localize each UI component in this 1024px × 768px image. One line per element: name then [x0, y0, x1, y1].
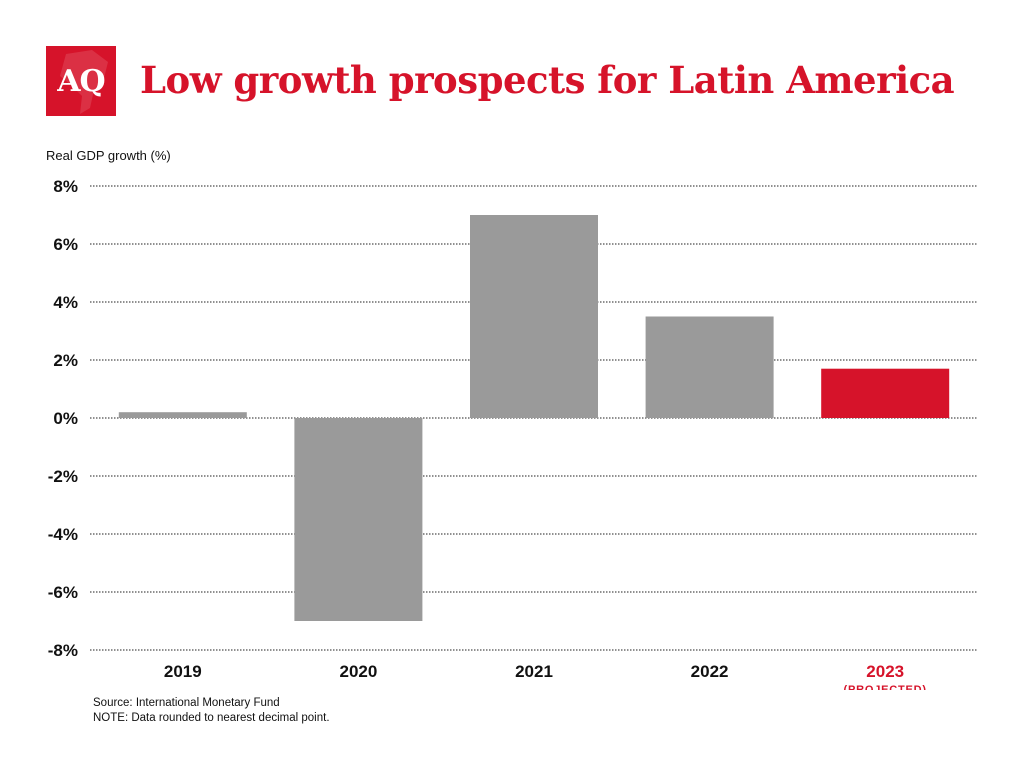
bar-2023 — [821, 368, 950, 418]
bar-2021 — [470, 215, 598, 418]
source-note: Source: International Monetary Fund — [93, 697, 280, 709]
projected-note: (PROJECTED) — [844, 684, 927, 690]
x-tick-label: 2020 — [339, 662, 377, 681]
x-tick-label: 2023 — [866, 662, 904, 681]
y-tick-label: 6% — [53, 235, 78, 254]
y-axis-label: Real GDP growth (%) — [46, 148, 171, 163]
y-tick-label: -2% — [48, 467, 78, 486]
aq-logo: AQ — [46, 46, 116, 116]
chart-title: Low growth prospects for Latin America — [140, 58, 955, 102]
y-tick-label: -6% — [48, 583, 78, 602]
rounding-note: NOTE: Data rounded to nearest decimal po… — [93, 712, 330, 724]
x-tick-label: 2021 — [515, 662, 553, 681]
y-tick-label: 4% — [53, 293, 78, 312]
y-tick-label: 8% — [53, 177, 78, 196]
bar-2022 — [645, 316, 774, 418]
y-tick-label: -4% — [48, 525, 78, 544]
y-tick-label: -8% — [48, 641, 78, 660]
y-tick-label: 2% — [53, 351, 78, 370]
logo-text: AQ — [57, 63, 105, 99]
x-tick-label: 2022 — [691, 662, 729, 681]
bar-2020 — [294, 418, 423, 621]
footer: Source: International Monetary Fund NOTE… — [93, 696, 330, 726]
bar-2019 — [118, 412, 247, 418]
map-watermark-icon — [60, 50, 108, 114]
x-tick-label: 2019 — [164, 662, 202, 681]
bar-chart: Real GDP growth (%) 8% 6% 4% 2% 0% -2% -4% -6% -… — [46, 148, 978, 690]
y-tick-label: 0% — [53, 409, 78, 428]
